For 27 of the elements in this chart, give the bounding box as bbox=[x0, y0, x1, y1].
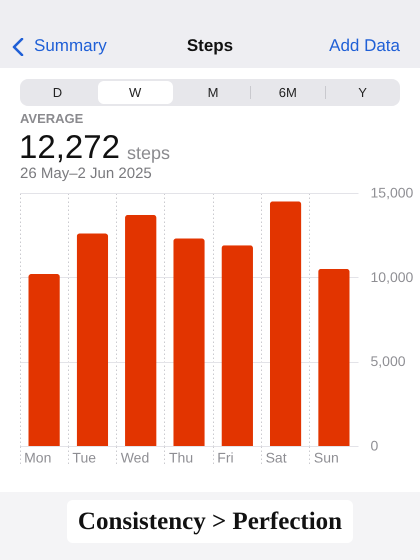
text: 12,272 bbox=[19, 128, 120, 165]
text: steps bbox=[127, 143, 170, 163]
text: Add Data bbox=[329, 36, 400, 56]
x-tick-label: Sun bbox=[314, 450, 339, 466]
x-tick-label: Wed bbox=[120, 450, 150, 466]
y-tick-label: 15,000 bbox=[370, 184, 414, 200]
x-tick-label: Tue bbox=[72, 450, 96, 466]
x-tick-label: Thu bbox=[169, 450, 194, 466]
bar bbox=[270, 201, 302, 446]
text: AVERAGE bbox=[20, 111, 84, 126]
y-tick-label: 5,000 bbox=[370, 353, 406, 370]
chart-title: Steps bbox=[186, 36, 234, 55]
bar bbox=[173, 238, 205, 446]
bar bbox=[222, 245, 253, 446]
text: Summary bbox=[34, 36, 107, 56]
bar bbox=[318, 268, 350, 446]
x-tick-label: Mon bbox=[24, 450, 52, 466]
bar bbox=[125, 214, 156, 446]
y-tick-label: 0 bbox=[370, 438, 378, 454]
segmented-control: D W M 6M Y bbox=[20, 79, 400, 106]
y-tick-label: 10,000 bbox=[370, 268, 414, 285]
x-tick-label: Fri bbox=[217, 450, 234, 466]
bar bbox=[76, 233, 108, 446]
bar bbox=[28, 274, 60, 446]
chart-subtitle: 26 May–2 Jun 2025 bbox=[20, 165, 152, 182]
selected-tab: W bbox=[98, 81, 173, 104]
x-tick-label: Sat bbox=[266, 450, 287, 466]
